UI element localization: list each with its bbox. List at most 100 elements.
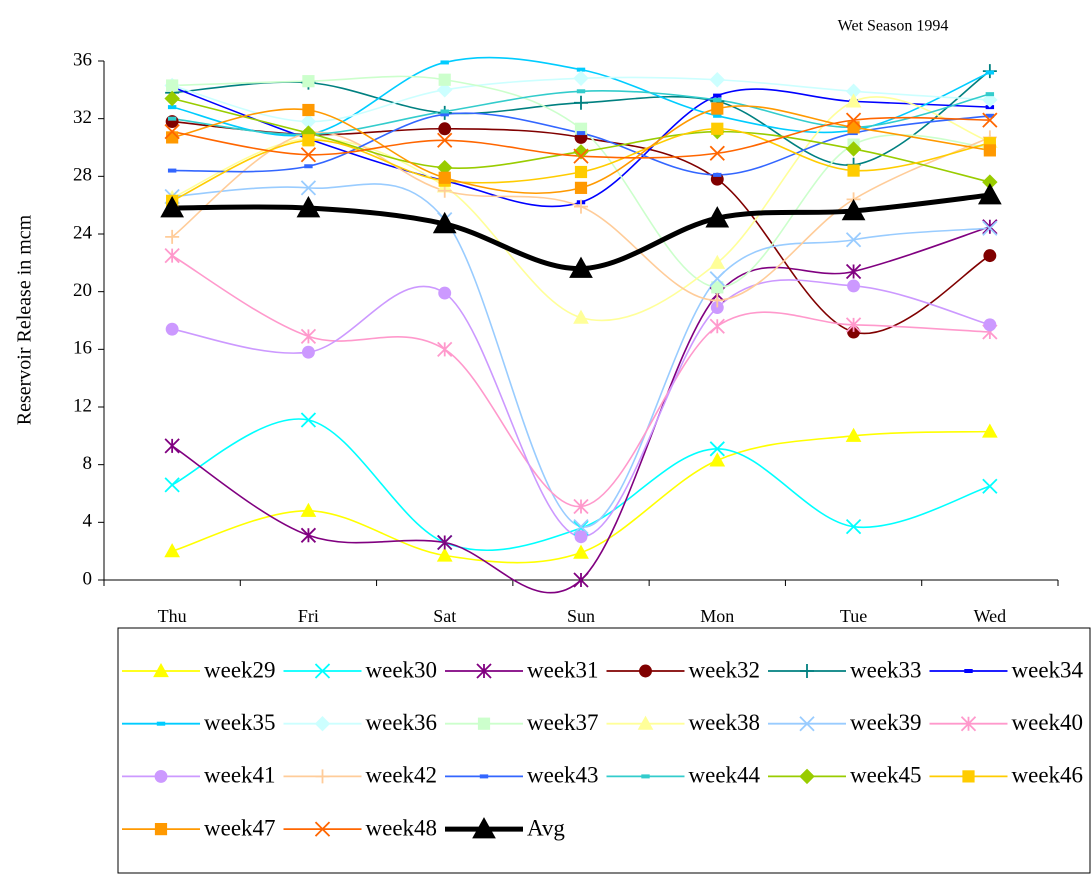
data-point (302, 103, 315, 117)
x-tick-label: Tue (840, 606, 867, 626)
legend-label: week36 (366, 710, 438, 735)
data-point (713, 113, 722, 118)
legend-label: week39 (850, 710, 922, 735)
legend-marker (156, 721, 166, 726)
data-point (845, 427, 862, 442)
data-point (438, 122, 452, 136)
data-point (164, 90, 180, 107)
data-point (845, 232, 862, 248)
legend-label: week40 (1012, 710, 1084, 735)
data-point (709, 72, 725, 88)
y-tick-label: 8 (83, 453, 93, 474)
data-point (709, 254, 726, 269)
data-point (166, 79, 179, 92)
y-axis-label: Reservoir Release in mcm (14, 214, 36, 425)
data-point (709, 318, 725, 334)
x-tick-label: Mon (700, 606, 734, 626)
data-point (711, 102, 724, 115)
legend-marker (154, 769, 168, 783)
data-point (709, 271, 725, 287)
x-tick-label: Sun (567, 606, 595, 626)
data-point (573, 70, 589, 87)
legend-marker (799, 768, 815, 785)
data-point (576, 131, 586, 136)
x-tick-label: Sat (433, 606, 456, 626)
series-line (172, 183, 990, 528)
data-point (438, 171, 451, 184)
legend-marker (800, 664, 814, 678)
data-point (713, 93, 722, 98)
legend-marker (639, 664, 652, 678)
legend-label: week32 (689, 657, 761, 682)
data-point (845, 141, 862, 157)
legend-marker (962, 770, 975, 783)
y-tick-label: 12 (73, 395, 92, 416)
legend-label: week29 (204, 657, 276, 682)
data-point (296, 196, 321, 218)
data-point (440, 109, 449, 114)
data-point (164, 438, 180, 454)
data-point (574, 181, 588, 194)
chart-title: Wet Season 1994 (838, 18, 949, 35)
data-point (160, 196, 184, 218)
y-tick-label: 20 (73, 280, 92, 301)
legend-label: week43 (527, 763, 599, 788)
data-point (983, 144, 996, 157)
data-point (164, 477, 180, 493)
data-point (166, 131, 179, 144)
data-point (300, 502, 317, 517)
data-point (982, 92, 998, 108)
data-point (847, 121, 860, 134)
legend-marker (960, 716, 977, 732)
x-tick-label: Fri (298, 606, 319, 626)
legend-label: week47 (204, 815, 276, 840)
legend-marker (314, 715, 331, 732)
data-point (573, 309, 589, 324)
data-point (437, 132, 453, 148)
data-point (300, 412, 317, 428)
legend-marker (479, 774, 489, 779)
data-point (432, 211, 457, 234)
legend-marker (799, 716, 815, 732)
legend-label: week33 (850, 657, 922, 682)
data-point (983, 318, 997, 332)
series-line (171, 254, 990, 508)
data-point (845, 93, 862, 108)
data-point (164, 247, 180, 264)
data-point (167, 116, 177, 121)
data-point (982, 219, 998, 235)
data-point (985, 70, 995, 75)
data-point (710, 293, 725, 308)
y-tick-label: 32 (73, 107, 92, 128)
data-point (574, 199, 588, 214)
legend-marker (641, 774, 650, 779)
legend-label: week48 (366, 815, 438, 840)
data-point (985, 92, 995, 97)
data-point (167, 105, 177, 110)
legend-marker (476, 663, 492, 679)
data-point (300, 147, 317, 163)
data-point (847, 164, 860, 177)
data-point (302, 75, 315, 88)
data-point (574, 95, 588, 110)
legend-label: week34 (1012, 657, 1084, 682)
data-point (978, 183, 1002, 205)
data-point (440, 60, 449, 65)
x-tick-label: Thu (158, 606, 187, 626)
legend-marker (637, 715, 654, 730)
legend-label: Avg (527, 815, 565, 840)
y-tick-label: 24 (73, 222, 93, 243)
series-line (172, 112, 990, 176)
data-point (709, 441, 725, 457)
legend-label: week46 (1012, 763, 1084, 788)
data-point (438, 286, 452, 300)
y-tick-label: 0 (83, 568, 93, 589)
data-point (436, 547, 453, 562)
data-point (847, 279, 861, 293)
data-point (438, 73, 451, 86)
data-point (573, 519, 589, 535)
data-point (165, 322, 179, 336)
data-point (982, 112, 998, 128)
data-point (301, 345, 315, 359)
data-point (437, 534, 453, 551)
